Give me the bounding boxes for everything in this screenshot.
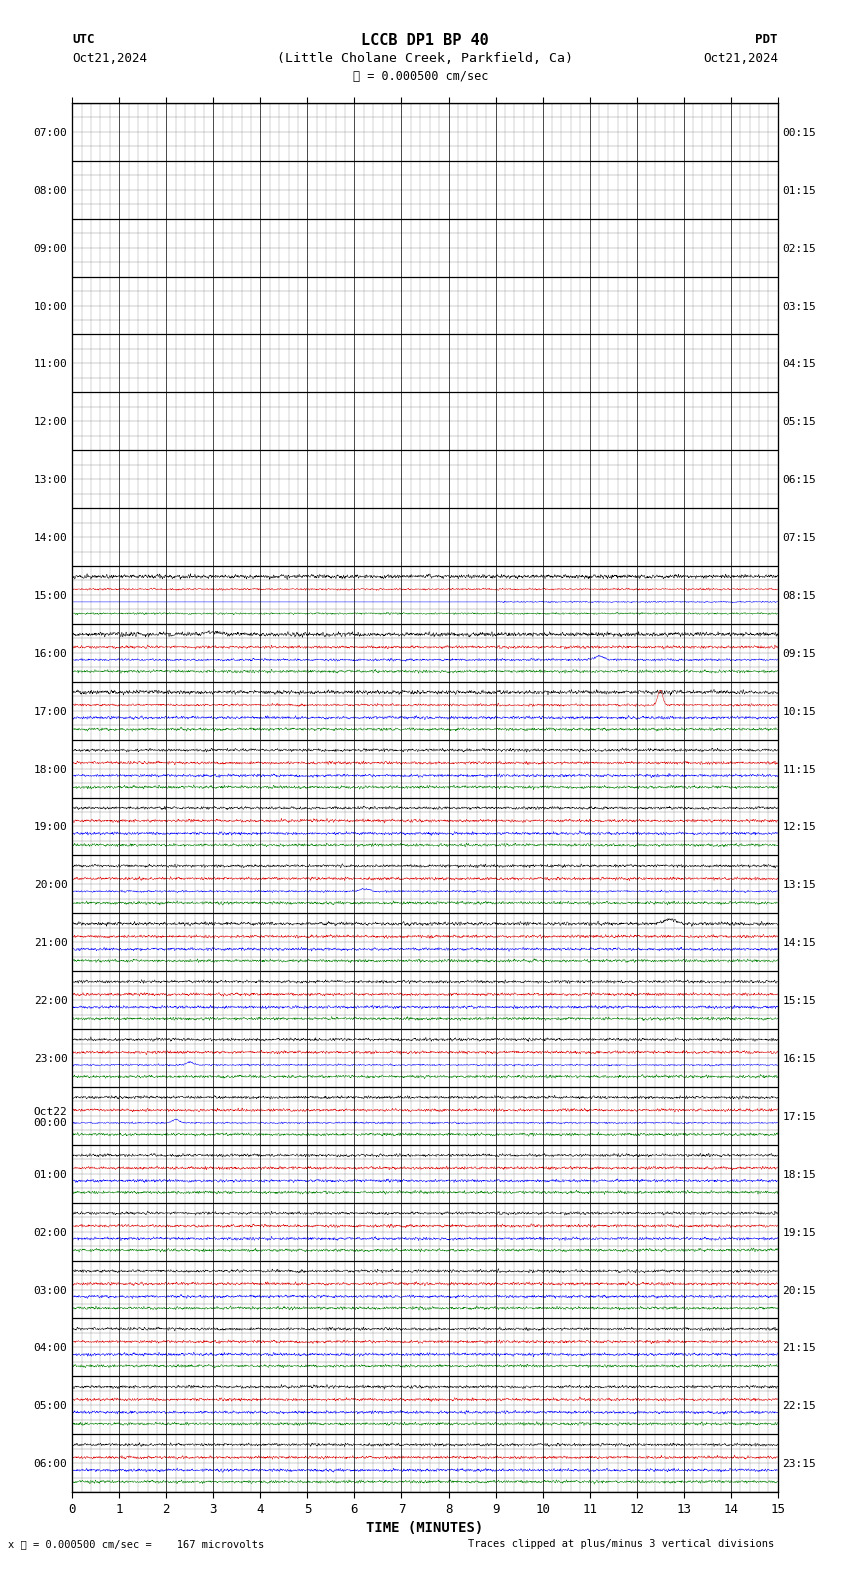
Text: x ⏐ = 0.000500 cm/sec =    167 microvolts: x ⏐ = 0.000500 cm/sec = 167 microvolts	[8, 1540, 264, 1549]
Text: LCCB DP1 BP 40: LCCB DP1 BP 40	[361, 33, 489, 48]
Text: UTC: UTC	[72, 33, 94, 46]
X-axis label: TIME (MINUTES): TIME (MINUTES)	[366, 1521, 484, 1535]
Text: PDT: PDT	[756, 33, 778, 46]
Text: (Little Cholane Creek, Parkfield, Ca): (Little Cholane Creek, Parkfield, Ca)	[277, 52, 573, 65]
Text: Traces clipped at plus/minus 3 vertical divisions: Traces clipped at plus/minus 3 vertical …	[468, 1540, 774, 1549]
Text: ⏐ = 0.000500 cm/sec: ⏐ = 0.000500 cm/sec	[353, 70, 488, 82]
Text: Oct21,2024: Oct21,2024	[703, 52, 778, 65]
Text: Oct21,2024: Oct21,2024	[72, 52, 147, 65]
